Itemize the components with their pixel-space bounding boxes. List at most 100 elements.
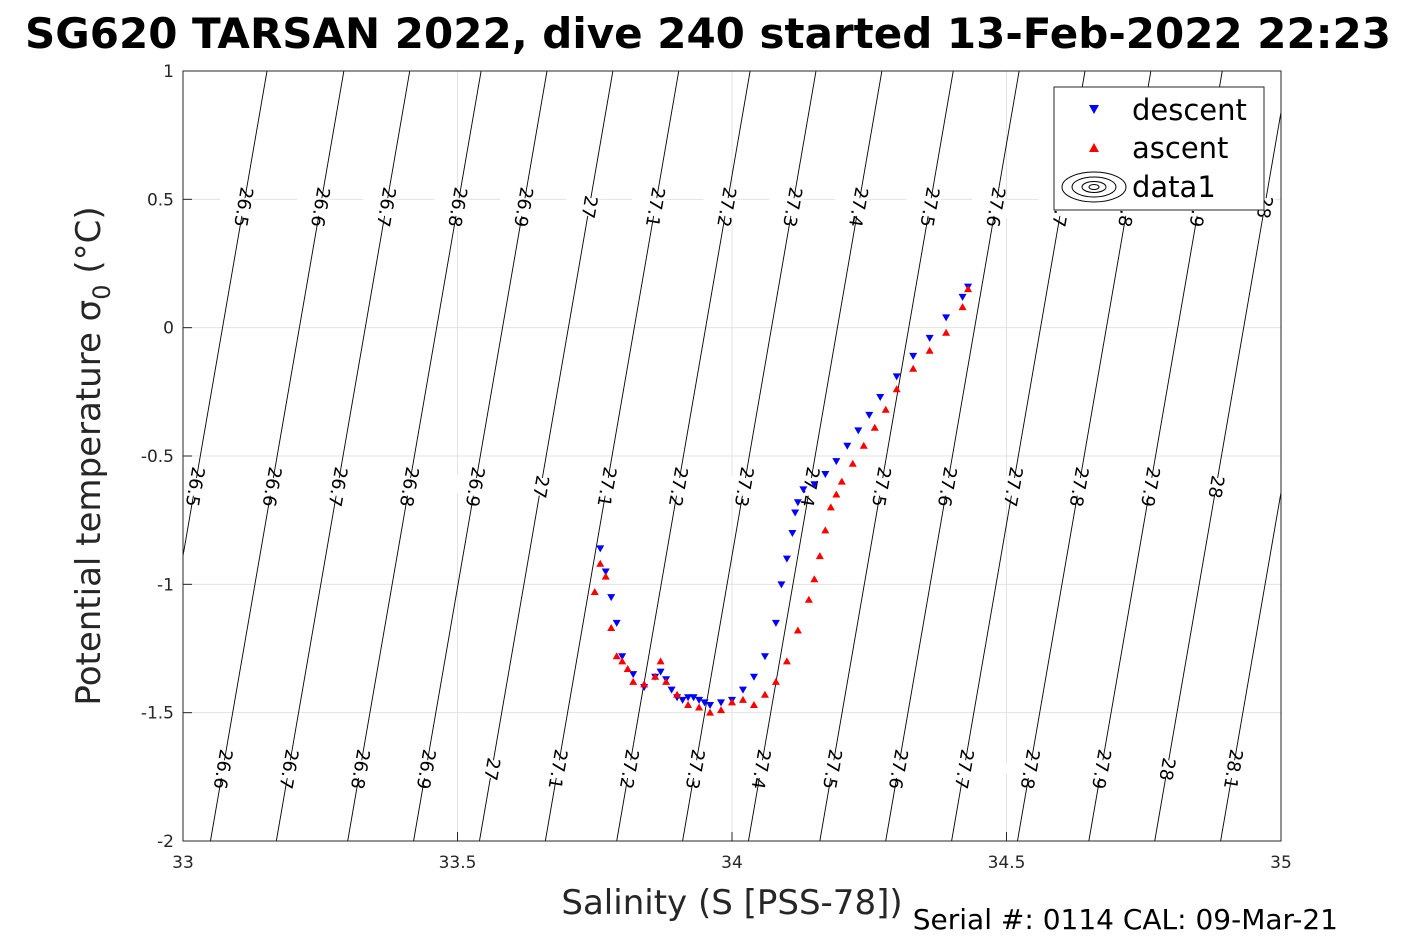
isopycnal-label-bg xyxy=(246,473,298,500)
isopycnal-label: 27.7 xyxy=(950,748,978,791)
ascent-point xyxy=(837,477,846,485)
isopycnal-label: 27.6 xyxy=(933,465,961,508)
ascent-point xyxy=(964,285,973,293)
isopycnal-label: 27.5 xyxy=(867,465,895,508)
ascent-point xyxy=(607,623,616,631)
ascent-point xyxy=(738,695,747,703)
isopycnal-label: 27.3 xyxy=(681,748,709,791)
legend-ascent-marker xyxy=(1089,143,1099,152)
isopycnal-label-bg xyxy=(652,473,704,500)
descent-point xyxy=(684,694,693,702)
isopycnal-label-bg xyxy=(833,194,884,220)
descent-point xyxy=(667,686,676,694)
y-axis-label-text: Potential temperature xyxy=(69,321,109,705)
isopycnal-label-bg xyxy=(263,756,314,783)
isopycnal-label: 27.5 xyxy=(915,185,943,228)
isopycnal-label-bg xyxy=(383,473,435,500)
ascent-point xyxy=(684,700,693,708)
legend-box xyxy=(1053,86,1265,211)
ascent-point xyxy=(662,677,671,685)
ascent-point xyxy=(656,657,665,665)
ascent-point xyxy=(629,677,638,685)
isopycnal-label: 27.2 xyxy=(712,185,740,228)
isopycnal-label: 26.9 xyxy=(412,748,440,791)
ascent-point xyxy=(892,385,901,393)
descent-point xyxy=(607,594,616,602)
isopycnal-label-bg xyxy=(1053,473,1105,500)
descent-point xyxy=(854,427,863,435)
ascent-point xyxy=(942,328,951,336)
legend-ascent-label: ascent xyxy=(1132,131,1228,165)
ascent-point xyxy=(596,559,605,567)
isopycnal-label: 26.9 xyxy=(509,185,537,228)
isopycnal-label: 27.1 xyxy=(544,748,572,791)
ascent-point xyxy=(651,672,660,680)
descent-point xyxy=(799,486,808,494)
descent-point xyxy=(706,701,715,709)
descent-point xyxy=(925,334,934,342)
descent-point xyxy=(909,352,918,360)
isopycnal-label: 27.4 xyxy=(844,185,872,228)
ascent-point xyxy=(804,595,813,603)
isopycnal-label-bg xyxy=(856,473,907,500)
ascent-point xyxy=(832,490,841,498)
isopycnal-label-bg xyxy=(360,194,412,220)
descent-point xyxy=(892,373,901,381)
ascent-point xyxy=(821,526,830,534)
data-points xyxy=(590,283,973,716)
isopycnal-label: 27.4 xyxy=(747,748,775,791)
ascent-point xyxy=(601,572,610,580)
isopycnal-label-bg xyxy=(218,194,269,220)
y-axis-label-sigma: σ xyxy=(69,300,109,322)
isopycnal-label-bg xyxy=(466,756,518,783)
ascent-point xyxy=(673,690,682,698)
isopycnal-label-bg xyxy=(784,473,836,500)
descent-point xyxy=(777,581,786,589)
ascent-point xyxy=(623,665,632,673)
ascent-point xyxy=(815,552,824,560)
descent-point xyxy=(942,314,951,322)
isopycnal-label: 27.9 xyxy=(1136,465,1164,508)
isopycnal-label-bg xyxy=(334,756,386,783)
isopycnal-label-bg xyxy=(767,194,818,220)
descent-point xyxy=(876,393,885,401)
ascent-point xyxy=(859,441,868,449)
descent-point xyxy=(782,555,791,563)
isopycnal-label-bg xyxy=(432,194,483,220)
ascent-point xyxy=(590,588,599,596)
isopycnal-label-bg xyxy=(183,473,221,500)
isopycnal-label: 27 xyxy=(577,194,602,220)
isopycnal-label: 26.6 xyxy=(306,185,334,228)
serial-cal-footer: Serial #: 0114 CAL: 09-Mar-21 xyxy=(913,903,1338,936)
isopycnal-label: 26.7 xyxy=(323,465,351,508)
axis-ticks: 33 33.5 34 34.5 35 -2 -1.5 -1 -0.5 0 0.5 1 xyxy=(141,62,1292,873)
y-tick-label: -1 xyxy=(157,575,174,595)
isopycnal-label-bg xyxy=(735,756,787,783)
x-tick-label: 34.5 xyxy=(988,853,1026,873)
isopycnal-label-bg xyxy=(295,194,346,220)
isopycnal-label-bg xyxy=(532,756,583,783)
x-tick-label: 34 xyxy=(721,853,743,873)
isopycnal-label: 27.1 xyxy=(641,185,669,228)
isopycnal-label-bg xyxy=(312,473,363,500)
isopycnal-label-bg xyxy=(669,756,721,783)
descent-point xyxy=(618,653,627,661)
chart-title: SG620 TARSAN 2022, dive 240 started 13-F… xyxy=(25,9,1391,58)
isopycnal-label-bg xyxy=(1004,756,1056,783)
isopycnal-label: 27.8 xyxy=(1065,465,1093,508)
descent-point xyxy=(788,530,797,537)
x-tick-label: 33 xyxy=(172,853,194,873)
ascent-point xyxy=(618,657,627,665)
isopycnal-label-bg xyxy=(701,194,752,220)
descent-point xyxy=(717,699,726,707)
descent-point xyxy=(958,293,967,301)
isopycnal-label-bg xyxy=(970,194,1021,220)
isopycnal-label: 26.8 xyxy=(346,748,374,791)
ascent-point xyxy=(826,503,835,511)
ascent-point xyxy=(717,706,726,714)
isopycnal-label: 26.6 xyxy=(209,748,237,791)
legend-descent-label: descent xyxy=(1132,93,1247,127)
isopycnal-label: 28 xyxy=(1154,756,1179,782)
isopycnal-label-bg xyxy=(1207,756,1259,783)
